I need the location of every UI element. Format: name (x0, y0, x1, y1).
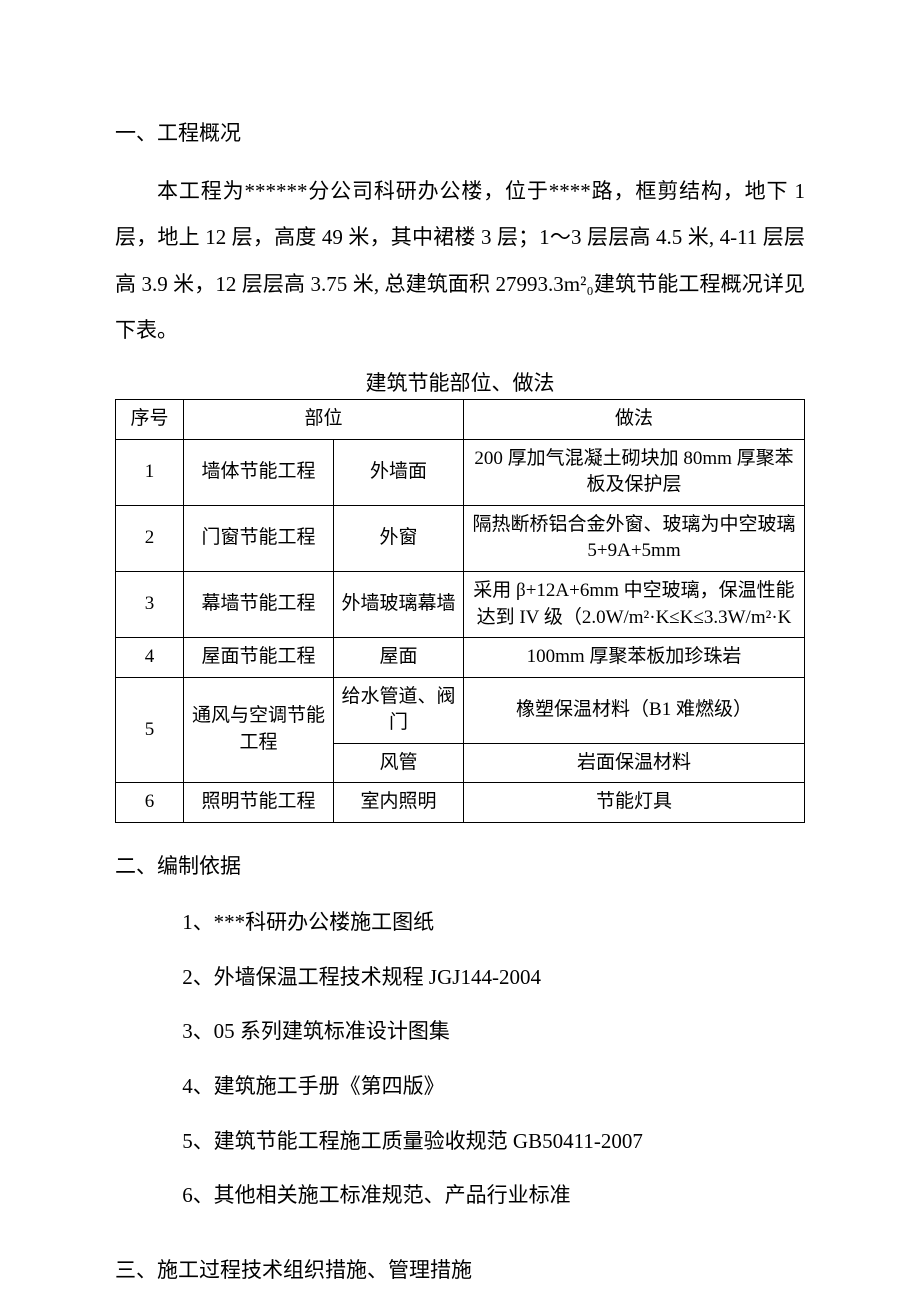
list-item: 2、外墙保温工程技术规程 JGJ144-2004 (115, 950, 805, 1005)
list-item: 6、其他相关施工标准规范、产品行业标准 (115, 1168, 805, 1223)
cell-seq: 5 (116, 677, 184, 783)
table-header-row: 序号 部位 做法 (116, 399, 805, 439)
col-header-seq: 序号 (116, 399, 184, 439)
cell-part2: 外墙玻璃幕墙 (334, 571, 464, 637)
cell-part2: 外墙面 (334, 439, 464, 505)
energy-saving-table: 序号 部位 做法 1 墙体节能工程 外墙面 200 厚加气混凝土砌块加 80mm… (115, 399, 805, 823)
cell-seq: 1 (116, 439, 184, 505)
cell-seq: 3 (116, 571, 184, 637)
table-caption: 建筑节能部位、做法 (115, 367, 805, 397)
list-item: 1、***科研办公楼施工图纸 (115, 895, 805, 950)
section1-heading: 一、工程概况 (115, 110, 805, 156)
cell-method: 100mm 厚聚苯板加珍珠岩 (464, 638, 805, 678)
cell-part2: 屋面 (334, 638, 464, 678)
cell-part1: 幕墙节能工程 (184, 571, 334, 637)
cell-seq: 4 (116, 638, 184, 678)
cell-part1: 屋面节能工程 (184, 638, 334, 678)
col-header-part: 部位 (184, 399, 464, 439)
cell-method: 200 厚加气混凝土砌块加 80mm 厚聚苯板及保护层 (464, 439, 805, 505)
cell-part2: 外窗 (334, 505, 464, 571)
list-item: 5、建筑节能工程施工质量验收规范 GB50411-2007 (115, 1114, 805, 1169)
table-row: 1 墙体节能工程 外墙面 200 厚加气混凝土砌块加 80mm 厚聚苯板及保护层 (116, 439, 805, 505)
cell-seq: 6 (116, 783, 184, 823)
section3-heading: 三、施工过程技术组织措施、管理措施 (115, 1247, 805, 1293)
table-row: 4 屋面节能工程 屋面 100mm 厚聚苯板加珍珠岩 (116, 638, 805, 678)
cell-part1: 照明节能工程 (184, 783, 334, 823)
cell-part2: 风管 (334, 743, 464, 783)
table-row: 3 幕墙节能工程 外墙玻璃幕墙 采用 β+12A+6mm 中空玻璃，保温性能达到… (116, 571, 805, 637)
cell-part1: 门窗节能工程 (184, 505, 334, 571)
list-item: 3、05 系列建筑标准设计图集 (115, 1004, 805, 1059)
cell-part2: 给水管道、阀门 (334, 677, 464, 743)
col-header-method: 做法 (464, 399, 805, 439)
section2-heading: 二、编制依据 (115, 843, 805, 889)
cell-part1: 通风与空调节能工程 (184, 677, 334, 783)
section1-paragraph: 本工程为******分公司科研办公楼，位于****路，框剪结构，地下 1 层，地… (115, 168, 805, 353)
cell-method: 岩面保温材料 (464, 743, 805, 783)
cell-method: 采用 β+12A+6mm 中空玻璃，保温性能达到 IV 级（2.0W/m²·K≤… (464, 571, 805, 637)
cell-method: 隔热断桥铝合金外窗、玻璃为中空玻璃5+9A+5mm (464, 505, 805, 571)
cell-seq: 2 (116, 505, 184, 571)
cell-part2: 室内照明 (334, 783, 464, 823)
cell-method: 橡塑保温材料（B1 难燃级） (464, 677, 805, 743)
table-row: 6 照明节能工程 室内照明 节能灯具 (116, 783, 805, 823)
table-row: 2 门窗节能工程 外窗 隔热断桥铝合金外窗、玻璃为中空玻璃5+9A+5mm (116, 505, 805, 571)
list-item: 4、建筑施工手册《第四版》 (115, 1059, 805, 1114)
cell-part1: 墙体节能工程 (184, 439, 334, 505)
table-row: 5 通风与空调节能工程 给水管道、阀门 橡塑保温材料（B1 难燃级） (116, 677, 805, 743)
cell-method: 节能灯具 (464, 783, 805, 823)
